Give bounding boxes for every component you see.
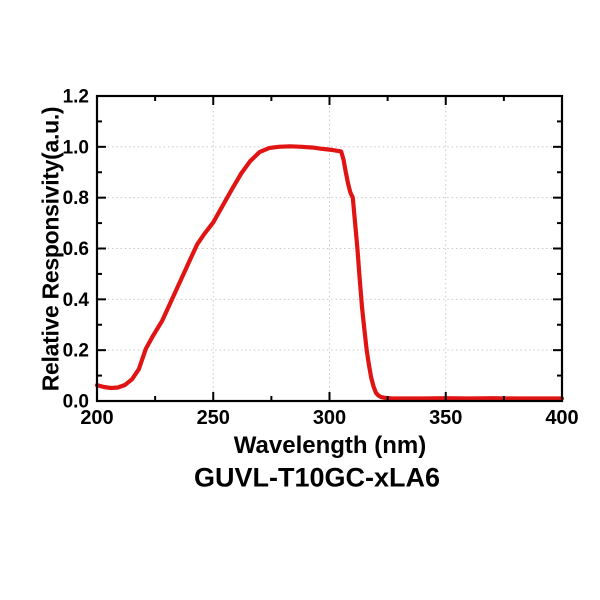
chart-caption: GUVL-T10GC-xLA6 bbox=[193, 462, 441, 493]
y-tick-label: 0.4 bbox=[63, 290, 90, 311]
relative-responsivity-curve bbox=[94, 144, 565, 401]
x-tick-label: 200 bbox=[80, 407, 113, 429]
y-tick-label: 1.0 bbox=[63, 137, 89, 158]
y-tick-label: 0.8 bbox=[63, 188, 89, 209]
x-axis-title: Wavelength (nm) bbox=[233, 432, 427, 459]
x-tick-label: 250 bbox=[197, 407, 230, 429]
y-tick-label: 0.0 bbox=[63, 392, 89, 413]
y-tick-label: 0.6 bbox=[63, 239, 89, 260]
x-tick-label: 400 bbox=[545, 407, 578, 429]
y-tick-label: 0.2 bbox=[63, 341, 89, 362]
x-tick-label: 300 bbox=[313, 407, 346, 429]
y-axis-title: Relative Responsivity(a.u.) bbox=[37, 106, 64, 392]
x-tick-label: 350 bbox=[429, 407, 462, 429]
y-tick-label: 1.2 bbox=[63, 87, 89, 108]
